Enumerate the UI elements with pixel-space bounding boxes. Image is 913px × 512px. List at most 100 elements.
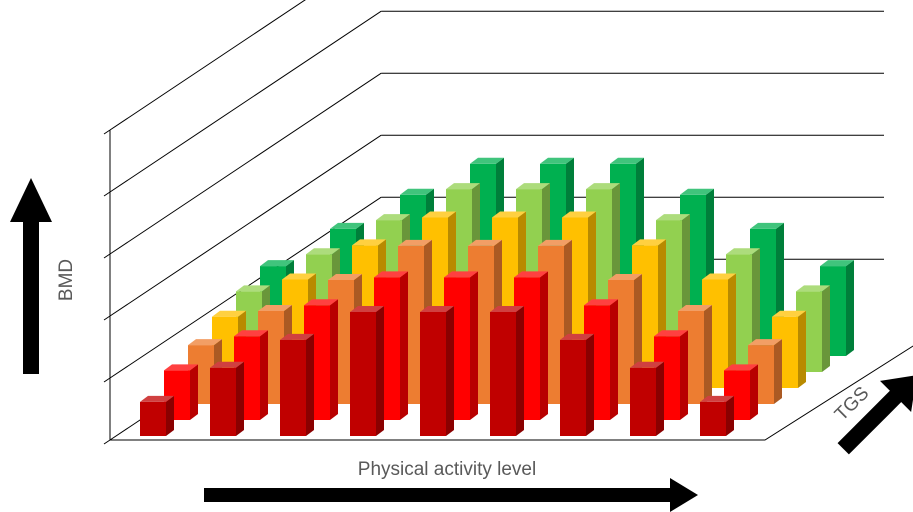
bar-side xyxy=(260,330,268,420)
bar-side xyxy=(728,273,736,388)
bar-top xyxy=(164,364,198,371)
bar-top xyxy=(680,188,714,195)
bar xyxy=(350,306,384,436)
bar xyxy=(420,306,454,436)
bar-top xyxy=(772,310,806,317)
bar-front xyxy=(140,401,166,436)
bar-top xyxy=(584,299,618,306)
bar-top xyxy=(188,339,222,346)
tick-mark xyxy=(103,191,111,197)
tick-mark xyxy=(103,315,111,321)
bar-top xyxy=(328,274,362,280)
bar-front xyxy=(350,312,376,436)
bar-top xyxy=(420,306,454,312)
bar-top xyxy=(610,157,644,164)
bar-top xyxy=(330,222,364,229)
bar-top xyxy=(236,285,270,292)
tick-mark xyxy=(103,253,111,259)
bar-top xyxy=(282,273,316,280)
bar-top xyxy=(400,188,434,195)
bar-side xyxy=(656,361,664,436)
bar-top xyxy=(608,274,642,280)
floor-edge xyxy=(110,345,913,441)
bar-top xyxy=(374,271,408,278)
bar-top xyxy=(820,260,854,267)
bar-top xyxy=(632,239,666,246)
bar-top xyxy=(702,273,736,280)
bar-top xyxy=(470,157,504,164)
bar-top xyxy=(630,361,664,368)
bar-side xyxy=(846,260,854,356)
activity-right-arrow-icon xyxy=(204,478,698,512)
bar-side xyxy=(330,299,338,420)
gridline-side xyxy=(109,134,382,317)
bar-front xyxy=(280,339,306,436)
bar-top xyxy=(280,333,314,340)
bar-top xyxy=(656,214,690,221)
bar-top xyxy=(490,306,524,312)
bar-side xyxy=(680,330,688,420)
bar-side xyxy=(798,310,806,388)
bar-top xyxy=(726,248,760,255)
bar-top xyxy=(540,157,574,164)
gridline-side xyxy=(109,10,382,193)
bar-top xyxy=(210,361,244,368)
bar-front xyxy=(630,367,656,436)
bar-top xyxy=(212,310,246,317)
bar-top xyxy=(586,183,620,190)
bar-side xyxy=(822,285,830,372)
bar-side xyxy=(190,364,198,420)
bar xyxy=(490,306,524,436)
bar-top xyxy=(560,333,594,340)
bar-side xyxy=(774,339,782,404)
bar-top xyxy=(654,330,688,337)
bar-side xyxy=(586,333,594,436)
bar-top xyxy=(492,211,526,218)
y-axis-label: BMD xyxy=(56,259,77,301)
bar-side xyxy=(470,271,478,420)
tick-mark xyxy=(103,439,111,445)
bar xyxy=(630,361,664,436)
gridline-side xyxy=(109,72,382,255)
bar-top xyxy=(514,271,548,278)
bar-top xyxy=(422,211,456,218)
bar-side xyxy=(750,364,758,420)
bar-top xyxy=(750,222,784,229)
bar-front xyxy=(210,367,236,436)
bar xyxy=(210,361,244,436)
bar-top xyxy=(140,395,174,402)
bar-front xyxy=(420,312,446,436)
bar-top xyxy=(398,239,432,246)
bar-front xyxy=(700,401,726,436)
bar-side xyxy=(400,271,408,420)
bar-top xyxy=(678,305,712,311)
bar-top xyxy=(234,330,268,337)
bar-front xyxy=(560,339,586,436)
bar-side xyxy=(540,271,548,420)
bar-side xyxy=(610,299,618,420)
bar xyxy=(234,330,268,420)
bar-top xyxy=(796,285,830,292)
bar-top xyxy=(306,248,340,255)
bar-side xyxy=(236,361,244,436)
bar-top xyxy=(350,306,384,312)
bars xyxy=(140,157,854,436)
bar xyxy=(140,395,174,436)
bar-top xyxy=(562,211,596,218)
bar-side xyxy=(376,306,384,436)
bar-side xyxy=(726,395,734,436)
bar-top xyxy=(446,183,480,190)
x-axis-label: Physical activity level xyxy=(358,459,536,480)
bar xyxy=(700,395,734,436)
bar-top xyxy=(748,339,782,346)
bar xyxy=(280,333,314,436)
bar xyxy=(560,333,594,436)
gridline-side xyxy=(109,0,306,131)
bar-top xyxy=(538,239,572,246)
bar-top xyxy=(516,183,550,190)
bmd-up-arrow-icon xyxy=(10,178,52,374)
bar-top xyxy=(376,214,410,221)
tgs-diagonal-arrow-icon xyxy=(837,375,913,455)
bar-top xyxy=(700,395,734,402)
